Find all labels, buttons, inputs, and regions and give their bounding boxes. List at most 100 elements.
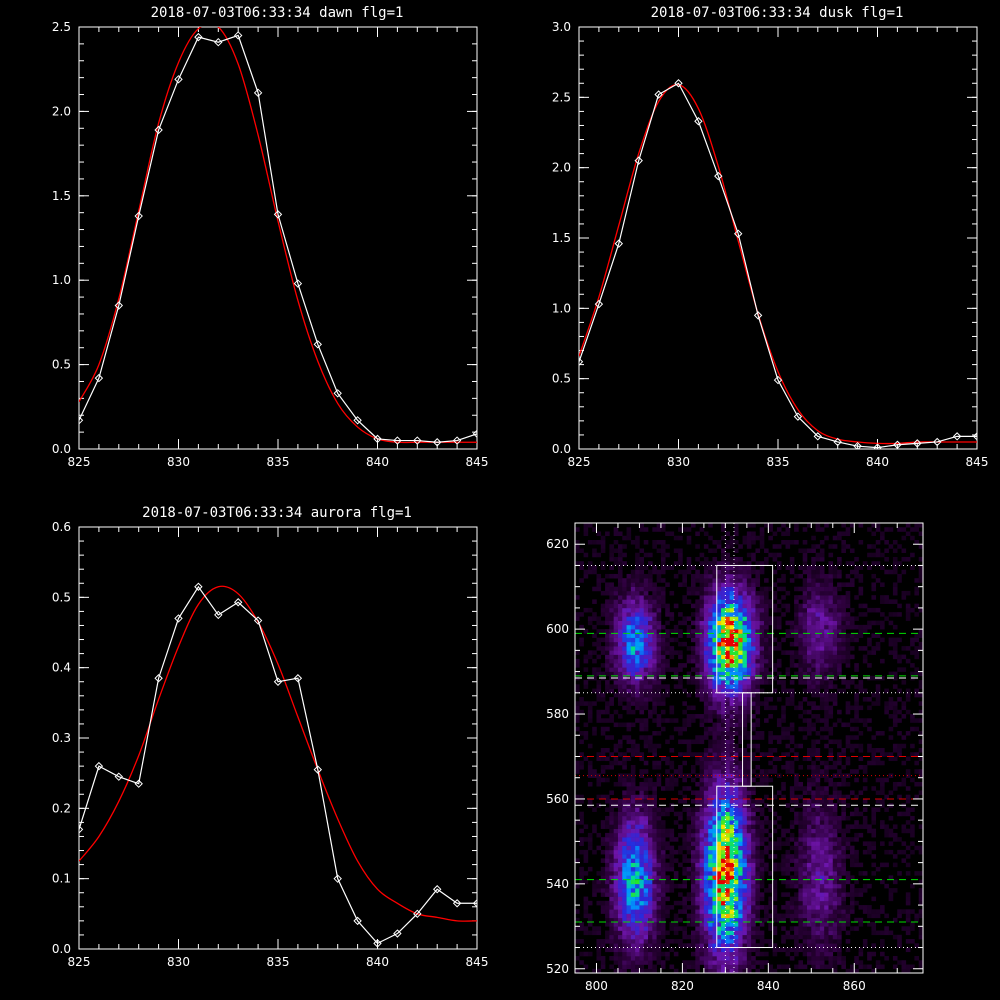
heatmap-cell [699, 756, 705, 762]
dawn-plot-frame [78, 26, 478, 450]
heatmap-cell [622, 790, 627, 795]
heatmap-cell [798, 637, 804, 643]
heatmap-cell [630, 858, 636, 863]
heatmap-cell [712, 773, 718, 779]
heatmap-cell [635, 595, 640, 600]
heatmap-cell [652, 663, 657, 668]
heatmap-cell [613, 692, 619, 698]
heatmap-cell [828, 641, 834, 647]
heatmap-cell [824, 637, 829, 643]
heatmap-cell [785, 607, 791, 613]
heatmap-cell [708, 612, 713, 617]
heatmap-cell [686, 837, 692, 842]
heatmap-cell [789, 578, 795, 583]
heatmap-cell [798, 794, 804, 800]
heatmap-cell [781, 934, 786, 940]
heatmap-cell [725, 748, 730, 753]
heatmap-cell [725, 905, 730, 910]
heatmap-cell [815, 879, 821, 885]
heatmap-cell [639, 820, 645, 825]
heatmap-cell [639, 879, 645, 885]
heatmap-cell [832, 828, 838, 834]
heatmap-cell [824, 582, 829, 587]
heatmap-cell [832, 900, 838, 906]
heatmap-cell [828, 854, 834, 859]
heatmap-cell [600, 726, 606, 732]
heatmap-cell [716, 862, 722, 868]
heatmap-cell [824, 764, 829, 770]
heatmap-cell [725, 624, 730, 630]
heatmap-cell [798, 663, 804, 668]
heatmap-cell [605, 798, 610, 804]
heatmap-cell [802, 527, 808, 532]
heatmap-cell [755, 951, 761, 957]
heatmap-cell [703, 930, 709, 936]
heatmap-cell [643, 620, 649, 626]
heatmap-cell [802, 624, 808, 630]
heatmap-cell [764, 820, 769, 825]
heatmap-cell [832, 595, 838, 600]
heatmap-cell [617, 913, 623, 919]
heatmap-cell [691, 866, 696, 872]
heatmap-cell [622, 849, 627, 855]
heatmap-cell [721, 569, 726, 575]
dusk-data-point [753, 311, 763, 320]
heatmap-cell [738, 968, 743, 974]
heatmap-cell [613, 858, 619, 863]
heatmap-cell [807, 709, 812, 715]
heatmap-cell [832, 866, 838, 872]
heatmap-cell [746, 913, 752, 919]
heatmap-cell [656, 811, 662, 817]
heatmap-cell [639, 956, 645, 961]
heatmap-cell [652, 637, 657, 643]
heatmap-cell [755, 650, 761, 655]
heatmap-cell [772, 862, 778, 868]
heatmap-cell [824, 714, 829, 719]
heatmap-cell [742, 748, 748, 753]
heatmap-cell [738, 798, 743, 804]
heatmap-cell [815, 926, 821, 931]
heatmap-cell [721, 697, 726, 702]
heatmap-cell [798, 905, 804, 910]
heatmap-cell [742, 620, 748, 626]
heatmap-cell [819, 760, 825, 766]
heatmap-cell [824, 646, 829, 651]
heatmap-cell [712, 790, 718, 795]
heatmap-cell [712, 578, 718, 583]
heatmap-cell [587, 620, 593, 626]
heatmap-cell [729, 845, 735, 851]
heatmap-cell [617, 722, 623, 728]
heatmap-cell [575, 671, 580, 677]
heatmap-cell [729, 539, 735, 545]
heatmap-cell [815, 777, 821, 783]
heatmap-cell [798, 607, 804, 613]
heatmap-cell [686, 960, 692, 965]
heatmap-cell [764, 616, 769, 621]
heatmap-cell [802, 595, 808, 600]
heatmap-cell [725, 692, 730, 698]
heatmap-cell [652, 599, 657, 604]
heatmap-cell [768, 731, 773, 736]
heatmap-cell [648, 824, 653, 829]
heatmap-cell [635, 578, 640, 583]
heatmap-cell [794, 875, 799, 880]
heatmap-cell [751, 803, 756, 808]
heatmap-cell [708, 769, 713, 774]
heatmap-cell [772, 756, 778, 762]
heatmap-cell [708, 620, 713, 626]
heatmap-cell [583, 607, 589, 613]
dawn-fit-curve [79, 27, 477, 444]
heatmap-cell [815, 769, 821, 774]
heatmap-cell [703, 773, 709, 779]
heatmap-cell [759, 943, 765, 948]
heatmap-cell [600, 590, 606, 596]
heatmap-cell [725, 815, 730, 821]
heatmap-cell [746, 641, 752, 647]
heatmap-cell [759, 561, 765, 566]
heatmap-cell [587, 561, 593, 566]
heatmap-cell [613, 527, 619, 532]
heatmap-cell [617, 939, 623, 944]
heatmap-cell [751, 535, 756, 541]
heatmap-cell [738, 675, 743, 681]
heatmap-cell [686, 905, 692, 910]
